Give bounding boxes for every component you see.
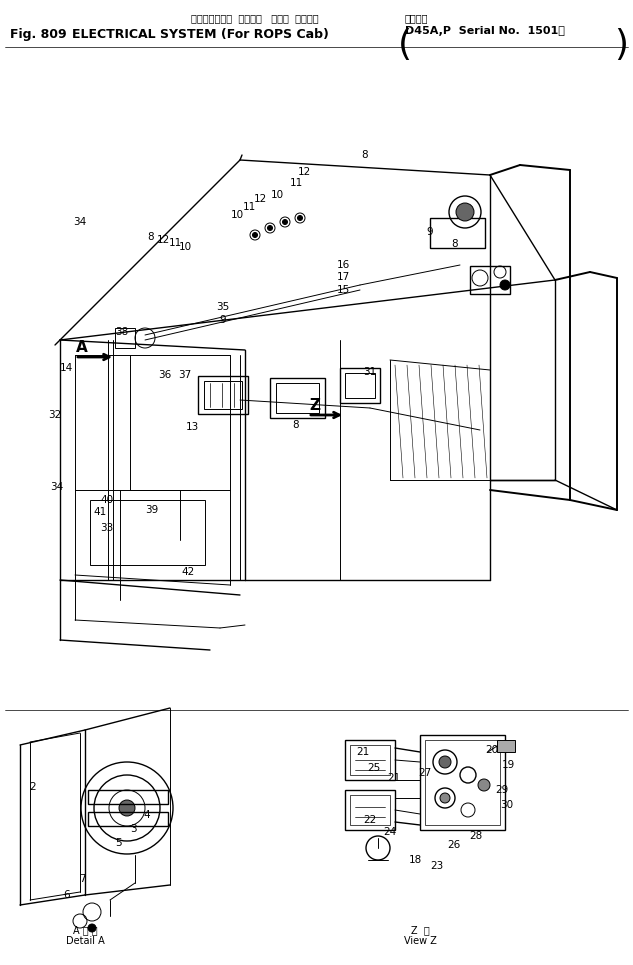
- Text: 42: 42: [182, 567, 194, 577]
- Bar: [90, 500, 205, 565]
- Bar: [420, 735, 505, 830]
- Text: 10: 10: [179, 242, 192, 252]
- Text: 28: 28: [470, 831, 482, 841]
- Text: 5: 5: [115, 838, 122, 848]
- Text: 7: 7: [78, 874, 85, 884]
- Text: 35: 35: [216, 302, 230, 312]
- Bar: [88, 790, 168, 804]
- Text: 20: 20: [486, 745, 499, 755]
- Text: 8: 8: [361, 150, 368, 160]
- Text: 25: 25: [367, 763, 380, 773]
- Bar: [345, 790, 395, 830]
- Text: 15: 15: [336, 285, 349, 295]
- Text: Detail A: Detail A: [66, 936, 104, 946]
- Text: D45A,P  Serial No.  1501～: D45A,P Serial No. 1501～: [405, 26, 565, 36]
- Text: Z  視: Z 視: [411, 925, 429, 935]
- Text: (: (: [398, 28, 412, 62]
- Text: Z: Z: [310, 399, 320, 413]
- Circle shape: [282, 219, 287, 225]
- Text: 6: 6: [64, 890, 70, 900]
- Text: 16: 16: [336, 260, 349, 270]
- Bar: [350, 745, 390, 775]
- Bar: [345, 373, 375, 398]
- Text: 8: 8: [452, 239, 458, 249]
- Bar: [270, 378, 325, 418]
- Text: 12: 12: [253, 194, 266, 204]
- Bar: [88, 812, 168, 826]
- Text: 40: 40: [101, 495, 113, 505]
- Text: 19: 19: [501, 760, 515, 770]
- Circle shape: [119, 800, 135, 816]
- Text: 36: 36: [158, 370, 172, 380]
- Text: 38: 38: [115, 327, 128, 337]
- Text: 21: 21: [387, 773, 401, 783]
- Text: 3: 3: [130, 824, 136, 834]
- Text: 31: 31: [363, 367, 377, 377]
- Text: A: A: [76, 341, 88, 355]
- Text: 10: 10: [230, 210, 244, 220]
- Text: エレクトリカル  システム   ロブス  キャブ用: エレクトリカル システム ロブス キャブ用: [191, 13, 319, 23]
- Text: 34: 34: [51, 482, 64, 492]
- Text: 34: 34: [73, 217, 87, 227]
- Text: 13: 13: [185, 422, 199, 432]
- Text: 17: 17: [336, 272, 349, 282]
- Text: 9: 9: [220, 315, 227, 325]
- Text: ): ): [614, 28, 628, 62]
- Text: 22: 22: [363, 815, 377, 825]
- Text: 10: 10: [270, 190, 284, 200]
- Circle shape: [298, 215, 303, 220]
- Text: 11: 11: [242, 202, 256, 212]
- Text: ELECTRICAL SYSTEM (For ROPS Cab): ELECTRICAL SYSTEM (For ROPS Cab): [72, 28, 329, 41]
- Text: 39: 39: [146, 505, 159, 515]
- Bar: [340, 368, 380, 403]
- Circle shape: [253, 233, 258, 237]
- Text: A 部 詳: A 部 詳: [73, 925, 97, 935]
- Circle shape: [500, 280, 510, 290]
- Text: 30: 30: [501, 800, 513, 810]
- Circle shape: [88, 924, 96, 932]
- Bar: [115, 328, 135, 348]
- Bar: [470, 266, 510, 294]
- Bar: [345, 740, 395, 780]
- Text: 29: 29: [496, 785, 509, 795]
- Bar: [425, 740, 500, 825]
- Text: 4: 4: [144, 810, 150, 820]
- Text: 18: 18: [408, 855, 422, 865]
- Circle shape: [478, 779, 490, 791]
- Bar: [497, 740, 515, 752]
- Circle shape: [440, 793, 450, 803]
- Text: 37: 37: [179, 370, 192, 380]
- Circle shape: [268, 226, 272, 231]
- Text: 8: 8: [292, 420, 299, 430]
- Circle shape: [456, 203, 474, 221]
- Text: View Z: View Z: [404, 936, 436, 946]
- Text: 41: 41: [94, 507, 106, 517]
- Text: 27: 27: [418, 768, 432, 778]
- Text: 23: 23: [430, 861, 444, 871]
- Text: 33: 33: [101, 523, 114, 533]
- Text: 21: 21: [356, 747, 370, 757]
- Text: 11: 11: [168, 238, 182, 248]
- Text: 12: 12: [298, 167, 311, 177]
- Text: 32: 32: [48, 410, 61, 420]
- Circle shape: [439, 756, 451, 768]
- Bar: [276, 383, 319, 413]
- Text: 11: 11: [289, 178, 303, 188]
- Bar: [204, 381, 242, 409]
- Text: 14: 14: [60, 363, 73, 373]
- Text: 12: 12: [156, 235, 170, 245]
- Text: 2: 2: [30, 782, 36, 792]
- Text: Fig. 809: Fig. 809: [10, 28, 66, 41]
- Bar: [198, 376, 248, 414]
- Bar: [350, 795, 390, 825]
- Text: 9: 9: [427, 227, 434, 237]
- Text: 適用号機: 適用号機: [405, 13, 429, 23]
- Bar: [430, 218, 485, 248]
- Text: 8: 8: [147, 232, 154, 242]
- Text: 24: 24: [384, 827, 397, 837]
- Text: 26: 26: [448, 840, 461, 850]
